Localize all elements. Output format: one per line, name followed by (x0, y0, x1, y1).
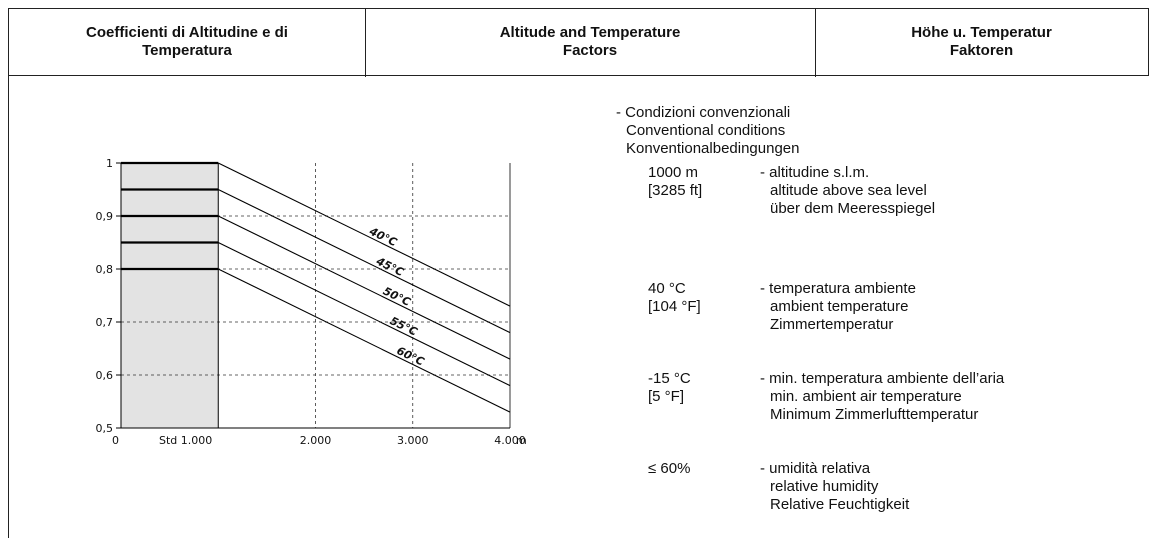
condition-description: - min. temperatura ambiente dell’aria mi… (760, 370, 1004, 424)
header-english-line2: Factors (562, 42, 618, 59)
y-tick-label: 0,5 (96, 422, 114, 435)
value-secondary: [5 °F] (648, 388, 685, 405)
y-tick-label: 0,9 (96, 210, 114, 223)
desc-english: altitude above sea level (770, 182, 927, 199)
series-line-slope (218, 162, 511, 307)
condition-value: ≤ 60% (648, 460, 748, 478)
series-line-slope (218, 189, 511, 334)
header-english: Altitude and Temperature Factors (365, 9, 815, 75)
desc-english: min. ambient air temperature (770, 388, 962, 405)
desc-italian: - temperatura ambiente (760, 280, 916, 297)
x-tick-label: 0 (112, 434, 119, 447)
y-tick-label: 0,6 (96, 369, 114, 382)
desc-german: Minimum Zimmerlufttemperatur (770, 406, 979, 423)
header-divider-1 (365, 9, 366, 77)
x-tick-label: 2.000 (300, 434, 332, 447)
header-english-line1: Altitude and Temperature (499, 24, 681, 41)
header-italian: Coefficienti di Altitudine e di Temperat… (9, 9, 365, 75)
desc-german: Zimmertemperatur (770, 316, 894, 333)
value-primary: -15 °C (648, 370, 691, 387)
header-table: Coefficienti di Altitudine e di Temperat… (8, 8, 1149, 77)
value-primary: ≤ 60% (648, 460, 691, 477)
x-axis-unit-label: m (516, 434, 527, 447)
x-tick-label: 3.000 (397, 434, 429, 447)
intro-english: Conventional conditions (626, 122, 786, 139)
y-tick-label: 0,7 (96, 316, 114, 329)
desc-german: über dem Meeresspiegel (770, 200, 936, 217)
series-line-slope (218, 242, 511, 387)
value-secondary: [104 °F] (648, 298, 701, 315)
conditions-intro: - Condizioni convenzionali Conventional … (616, 104, 800, 158)
x-tick-label: Std 1.000 (159, 434, 212, 447)
desc-english: relative humidity (770, 478, 879, 495)
header-german-line1: Höhe u. Temperatur (911, 24, 1052, 41)
value-primary: 1000 m (648, 164, 699, 181)
header-italian-line1: Coefficienti di Altitudine e di (86, 24, 288, 41)
condition-value: 40 °C [104 °F] (648, 280, 748, 316)
value-secondary: [3285 ft] (648, 182, 703, 199)
header-divider-2 (815, 9, 816, 77)
std-region (121, 163, 219, 428)
condition-description: - umidità relativa relative humidity Rel… (760, 460, 909, 514)
x-tick-label: 4.000 (494, 434, 526, 447)
desc-italian: - min. temperatura ambiente dell’aria (760, 370, 1005, 387)
condition-value: 1000 m [3285 ft] (648, 164, 748, 200)
desc-english: ambient temperature (770, 298, 909, 315)
desc-german: Relative Feuchtigkeit (770, 496, 910, 513)
series-line-slope (218, 268, 511, 413)
y-tick-label: 1 (106, 157, 113, 170)
intro-italian: - Condizioni convenzionali (616, 104, 791, 121)
left-border-rule (8, 76, 9, 538)
intro-german: Konventionalbedingungen (626, 140, 800, 157)
desc-italian: - umidità relativa (760, 460, 871, 477)
condition-value: -15 °C [5 °F] (648, 370, 748, 406)
desc-italian: - altitudine s.l.m. (760, 164, 870, 181)
value-primary: 40 °C (648, 280, 686, 297)
header-italian-line2: Temperatura (142, 42, 232, 59)
header-german: Höhe u. Temperatur Faktoren (815, 9, 1148, 75)
condition-description: - temperatura ambiente ambient temperatu… (760, 280, 916, 334)
condition-description: - altitudine s.l.m. altitude above sea l… (760, 164, 935, 218)
y-tick-label: 0,8 (96, 263, 114, 276)
header-german-line2: Faktoren (949, 42, 1014, 59)
series-line-slope (218, 215, 511, 360)
